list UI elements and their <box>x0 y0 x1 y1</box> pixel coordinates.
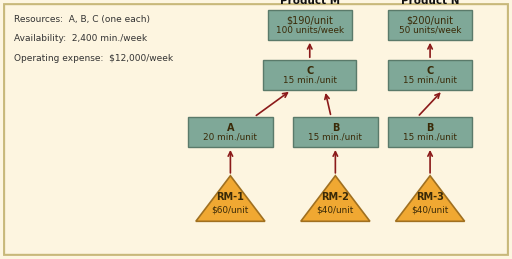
Polygon shape <box>196 176 265 221</box>
Text: 15 min./unit: 15 min./unit <box>283 76 337 85</box>
FancyBboxPatch shape <box>388 117 472 147</box>
Text: Product M: Product M <box>280 0 340 5</box>
Text: A: A <box>227 123 234 133</box>
Text: Availability:  2,400 min./week: Availability: 2,400 min./week <box>14 34 147 43</box>
FancyBboxPatch shape <box>4 4 508 255</box>
FancyBboxPatch shape <box>263 60 356 90</box>
Text: $190/unit: $190/unit <box>286 16 333 26</box>
Polygon shape <box>396 176 465 221</box>
Text: 20 min./unit: 20 min./unit <box>203 133 258 142</box>
Text: 15 min./unit: 15 min./unit <box>308 133 362 142</box>
Text: 15 min./unit: 15 min./unit <box>403 133 457 142</box>
Text: C: C <box>306 66 313 76</box>
Text: $40/unit: $40/unit <box>317 206 354 215</box>
Text: B: B <box>426 123 434 133</box>
Text: $200/unit: $200/unit <box>407 16 454 26</box>
FancyBboxPatch shape <box>293 117 378 147</box>
FancyBboxPatch shape <box>388 10 472 40</box>
Text: Operating expense:  $12,000/week: Operating expense: $12,000/week <box>14 54 174 63</box>
Text: Product N: Product N <box>401 0 459 5</box>
Polygon shape <box>301 176 370 221</box>
FancyBboxPatch shape <box>188 117 272 147</box>
Text: C: C <box>426 66 434 76</box>
Text: RM-3: RM-3 <box>416 192 444 202</box>
Text: RM-2: RM-2 <box>322 192 349 202</box>
Text: 50 units/week: 50 units/week <box>399 25 461 34</box>
Text: 15 min./unit: 15 min./unit <box>403 76 457 85</box>
Text: Resources:  A, B, C (one each): Resources: A, B, C (one each) <box>14 15 151 24</box>
Text: RM-1: RM-1 <box>217 192 244 202</box>
Text: $40/unit: $40/unit <box>412 206 449 215</box>
Text: $60/unit: $60/unit <box>212 206 249 215</box>
FancyBboxPatch shape <box>388 60 472 90</box>
Text: 100 units/week: 100 units/week <box>275 25 344 34</box>
FancyBboxPatch shape <box>267 10 352 40</box>
Text: B: B <box>332 123 339 133</box>
